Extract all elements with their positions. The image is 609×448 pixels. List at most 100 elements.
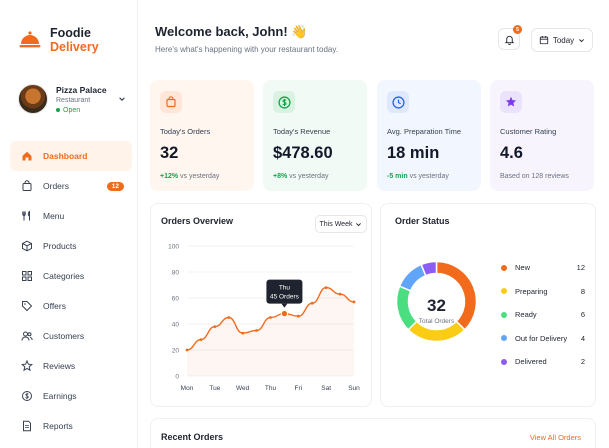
stat-card-prep-time[interactable]: Avg. Preparation Time 18 min -5 min vs y…	[377, 80, 481, 191]
legend-item: Delivered 2	[501, 350, 585, 374]
data-point	[199, 338, 203, 341]
cloche-icon	[19, 31, 41, 48]
restaurant-switcher[interactable]: Pizza Palace Restaurant Open	[18, 84, 126, 114]
box-icon	[20, 240, 33, 253]
sidebar: Foodie Delivery Pizza Palace Restaurant …	[0, 0, 138, 448]
shopping-bag-icon	[160, 91, 182, 113]
y-tick-label: 60	[172, 296, 180, 303]
data-point	[213, 325, 217, 328]
stat-label: Avg. Preparation Time	[387, 127, 462, 136]
legend-dot	[501, 311, 507, 318]
sidebar-item-customers[interactable]: Customers	[10, 321, 132, 351]
total-orders-label: Total Orders	[418, 318, 455, 325]
stat-footnote: +8% vs yesterday	[273, 173, 357, 180]
sidebar-item-label: Offers	[43, 301, 66, 311]
y-tick-label: 40	[172, 322, 180, 329]
stat-card-rating[interactable]: Customer Rating 4.6 Based on 128 reviews	[490, 80, 594, 191]
sidebar-item-label: Categories	[43, 271, 85, 281]
legend-item: Ready 6	[501, 303, 585, 327]
sidebar-item-reports[interactable]: Reports	[10, 411, 132, 441]
y-tick-label: 0	[175, 374, 179, 381]
recent-orders-card: Recent Orders View All Orders	[150, 418, 596, 448]
sidebar-nav: Dashboard Orders 12 Menu Products Catego…	[10, 141, 132, 441]
stat-delta-text: vs yesterday	[178, 173, 220, 180]
stat-value: 18 min	[387, 144, 440, 162]
sidebar-item-label: Dashboard	[43, 151, 88, 161]
x-tick-label: Sat	[321, 385, 331, 392]
data-point	[352, 300, 356, 304]
stat-label: Customer Rating	[500, 127, 557, 136]
coins-icon	[20, 390, 33, 403]
total-orders-value: 32	[427, 296, 446, 315]
notifications-button[interactable]: 5	[498, 25, 522, 50]
sidebar-item-reviews[interactable]: Reviews	[10, 351, 132, 381]
stat-footnote: +12% vs yesterday	[160, 173, 244, 180]
restaurant-avatar	[18, 84, 48, 114]
donut-slice	[398, 263, 427, 292]
utensils-icon	[20, 210, 33, 223]
donut-slice	[420, 260, 438, 277]
legend-dot	[501, 335, 507, 342]
x-tick-label: Mon	[181, 385, 194, 392]
brand-name-line1: Foodie	[50, 26, 91, 40]
dollar-icon	[273, 91, 295, 113]
stat-label: Today's Revenue	[273, 127, 331, 136]
period-select[interactable]: Today	[531, 28, 593, 52]
chevron-down-icon[interactable]	[118, 95, 126, 103]
restaurant-status-label: Open	[63, 106, 81, 114]
tooltip-day: Thu	[279, 285, 291, 292]
legend-value: 12	[576, 263, 585, 273]
sidebar-item-categories[interactable]: Categories	[10, 261, 132, 291]
sidebar-item-products[interactable]: Products	[10, 231, 132, 261]
legend-label: Ready	[515, 310, 537, 320]
orders-line-chart: 0 20 40 60 80 100 Mon Tue Wed Thu Fri Sat Sun Thu 45 O…	[168, 244, 360, 393]
stat-footnote: -5 min vs yesterday	[387, 173, 471, 180]
order-status-title: Order Status	[395, 216, 450, 226]
legend-value: 4	[580, 333, 585, 343]
stat-value: $478.60	[273, 144, 333, 162]
stat-value: 4.6	[500, 144, 523, 162]
range-select[interactable]: This Week	[315, 215, 367, 233]
range-label: This Week	[319, 220, 353, 228]
tooltip-value: 45 Orders	[270, 294, 300, 301]
recent-orders-title: Recent Orders	[161, 432, 224, 442]
users-icon	[20, 330, 33, 343]
tooltip-arrow	[281, 303, 288, 308]
stat-card-revenue[interactable]: Today's Revenue $478.60 +8% vs yesterday	[263, 80, 367, 191]
view-all-orders-link[interactable]: View All Orders	[529, 433, 581, 442]
orders-count-badge: 12	[106, 181, 124, 191]
brand-logo[interactable]: Foodie Delivery	[18, 26, 99, 54]
sidebar-item-label: Orders	[43, 181, 69, 191]
order-status-legend: New 12 Preparing 8 Ready 6 Out for Delivery 4 De…	[501, 256, 585, 374]
stat-card-orders[interactable]: Today's Orders 32 +12% vs yesterday	[150, 80, 254, 191]
sidebar-item-dashboard[interactable]: Dashboard	[10, 141, 132, 171]
stat-delta-text: Based on 128 reviews	[500, 173, 569, 180]
x-tick-label: Thu	[265, 385, 277, 392]
sidebar-item-earnings[interactable]: Earnings	[10, 381, 132, 411]
legend-item: Out for Delivery 4	[501, 327, 585, 351]
legend-dot	[501, 358, 507, 365]
data-point	[241, 331, 245, 335]
page-subtitle: Here's what's happening with your restau…	[155, 45, 339, 54]
x-tick-label: Wed	[236, 385, 250, 392]
orders-overview-card: Orders Overview This Week 0 20 40 60 80 100 Mo…	[150, 203, 372, 407]
sidebar-item-offers[interactable]: Offers	[10, 291, 132, 321]
x-tick-label: Fri	[295, 385, 303, 392]
data-point	[310, 301, 314, 305]
y-tick-label: 80	[172, 270, 180, 277]
sidebar-item-label: Reports	[43, 421, 73, 431]
period-label: Today	[552, 35, 575, 45]
stat-delta: +8%	[273, 173, 288, 180]
stat-delta: +12%	[160, 173, 179, 180]
page-title: Welcome back, John! 👋	[155, 24, 308, 39]
sidebar-item-menu[interactable]: Menu	[10, 201, 132, 231]
stat-delta-text: vs yesterday	[407, 173, 449, 180]
legend-label: Out for Delivery	[515, 333, 568, 343]
star-icon	[20, 360, 33, 373]
tooltip-box	[266, 279, 303, 304]
calendar-icon	[539, 36, 548, 45]
sidebar-item-label: Reviews	[43, 361, 76, 371]
sidebar-item-orders[interactable]: Orders 12	[10, 171, 132, 201]
restaurant-name: Pizza Palace	[56, 84, 107, 95]
line-area	[187, 287, 354, 376]
